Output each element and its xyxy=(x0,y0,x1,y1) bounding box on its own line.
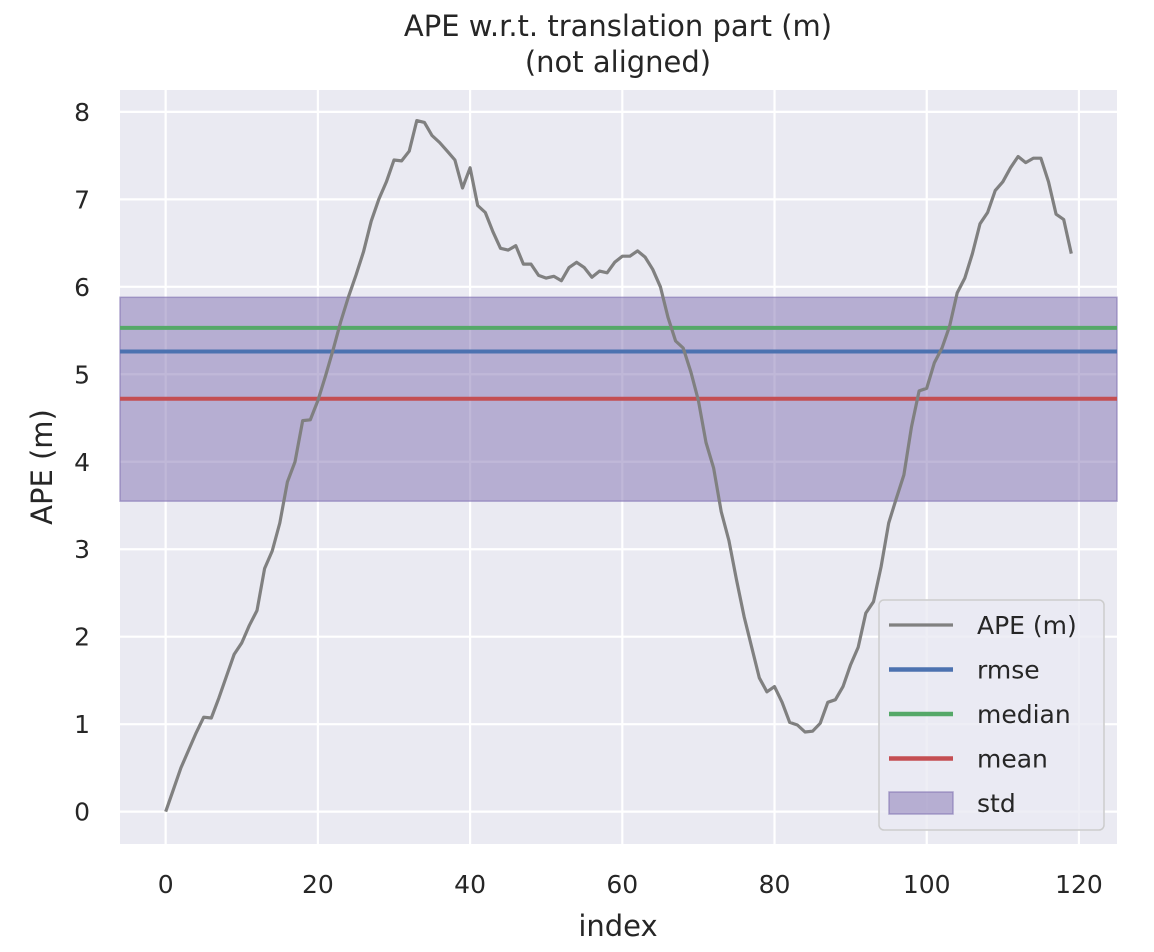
x-tick-label: 80 xyxy=(759,870,791,899)
x-tick-label: 60 xyxy=(606,870,638,899)
y-tick-label: 0 xyxy=(74,798,90,827)
chart-title: APE w.r.t. translation part (m) xyxy=(404,9,832,43)
legend: APE (m) rmse median mean std xyxy=(878,599,1105,831)
legend-label: std xyxy=(977,789,1016,818)
legend-label: mean xyxy=(977,745,1048,774)
x-tick-label: 40 xyxy=(454,870,486,899)
y-tick-label: 1 xyxy=(74,710,90,739)
stat-lines xyxy=(120,325,1117,401)
legend-label: rmse xyxy=(977,656,1040,685)
x-tick-label: 120 xyxy=(1055,870,1103,899)
y-tick-labels: 0 1 2 3 4 5 6 7 8 xyxy=(74,98,90,827)
y-tick-label: 2 xyxy=(74,623,90,652)
y-tick-label: 4 xyxy=(74,448,90,477)
y-tick-label: 7 xyxy=(74,185,90,214)
y-tick-label: 5 xyxy=(74,360,90,389)
x-tick-label: 100 xyxy=(903,870,951,899)
x-tick-label: 0 xyxy=(158,870,174,899)
x-tick-label: 20 xyxy=(302,870,334,899)
x-axis-label: index xyxy=(578,909,657,943)
legend-box xyxy=(878,599,1105,831)
chart-subtitle: (not aligned) xyxy=(525,45,711,79)
legend-swatch xyxy=(888,791,954,815)
x-tick-labels: 0 20 40 60 80 100 120 xyxy=(158,870,1103,899)
y-tick-label: 3 xyxy=(74,535,90,564)
ape-series-line xyxy=(164,118,1073,813)
y-tick-label: 6 xyxy=(74,273,90,302)
legend-label: APE (m) xyxy=(977,611,1077,640)
legend-label: median xyxy=(977,700,1071,729)
y-axis-label: APE (m) xyxy=(25,409,59,525)
y-tick-label: 8 xyxy=(74,98,90,127)
